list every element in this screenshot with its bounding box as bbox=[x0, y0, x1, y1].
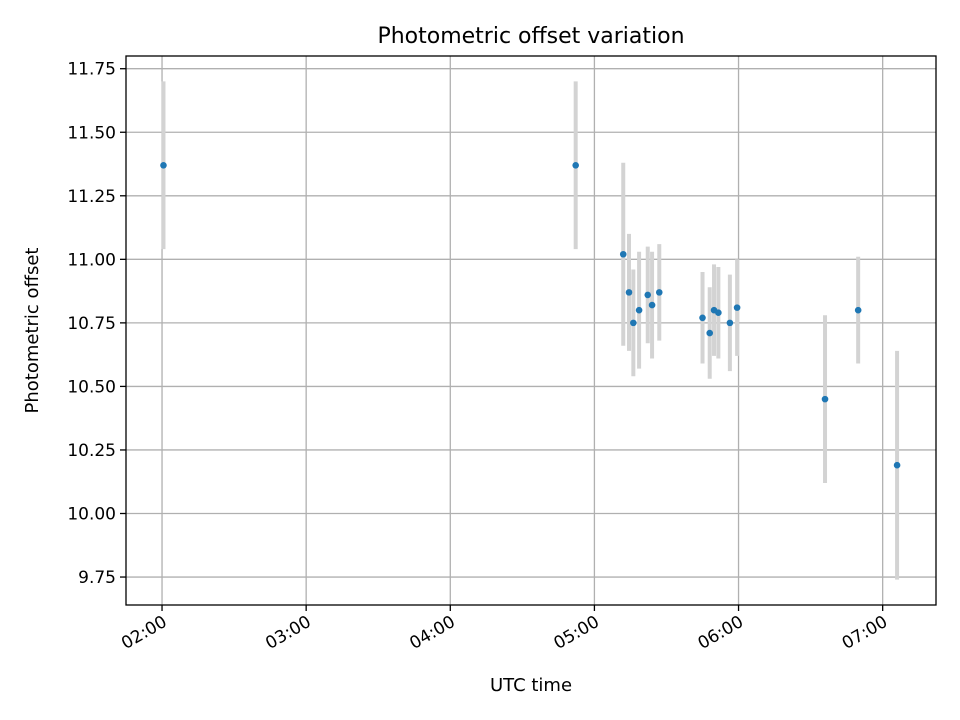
y-tick-label: 11.50 bbox=[67, 123, 116, 143]
data-point bbox=[644, 291, 652, 299]
chart-title: Photometric offset variation bbox=[377, 24, 684, 49]
x-tick-label: 06:00 bbox=[695, 612, 747, 654]
x-axis: 02:00 03:00 04:00 05:00 06:00 07:00 bbox=[118, 605, 891, 654]
data-point bbox=[726, 319, 734, 327]
y-tick-label: 10.00 bbox=[67, 505, 116, 525]
data-point bbox=[655, 289, 663, 296]
data-point bbox=[854, 306, 862, 314]
y-tick-label: 11.25 bbox=[67, 187, 116, 207]
grid bbox=[126, 56, 936, 605]
y-tick-label: 10.75 bbox=[67, 314, 116, 334]
data-point bbox=[619, 250, 627, 258]
data-point bbox=[715, 309, 722, 317]
x-tick-label: 07:00 bbox=[839, 612, 891, 654]
y-tick-label: 10.50 bbox=[67, 377, 116, 397]
data-point bbox=[630, 319, 637, 327]
y-axis-label: Photometric offset bbox=[22, 248, 43, 414]
y-tick-label: 10.25 bbox=[67, 441, 116, 461]
data-point bbox=[572, 161, 579, 169]
data-point bbox=[699, 314, 706, 322]
data-point bbox=[160, 161, 167, 169]
y-axis: 9.75 10.00 10.25 10.50 10.75 11.00 11.25 11.50 1… bbox=[67, 60, 126, 588]
data-point bbox=[893, 461, 901, 469]
data-point bbox=[625, 289, 633, 296]
data-point bbox=[706, 329, 714, 337]
data-point bbox=[733, 304, 741, 311]
y-tick-label: 11.00 bbox=[67, 250, 116, 270]
data-point bbox=[635, 306, 643, 314]
data-point bbox=[648, 301, 656, 309]
x-tick-label: 02:00 bbox=[118, 612, 170, 654]
data-point bbox=[821, 395, 829, 403]
error-bars bbox=[161, 81, 900, 580]
data-points bbox=[160, 161, 901, 469]
x-tick-label: 04:00 bbox=[406, 612, 458, 654]
y-tick-label: 9.75 bbox=[78, 568, 116, 588]
plot-area-frame bbox=[125, 55, 937, 606]
y-tick-label: 11.75 bbox=[67, 60, 116, 80]
x-tick-label: 05:00 bbox=[550, 612, 602, 654]
x-tick-label: 03:00 bbox=[262, 612, 314, 654]
x-axis-label: UTC time bbox=[490, 675, 572, 696]
